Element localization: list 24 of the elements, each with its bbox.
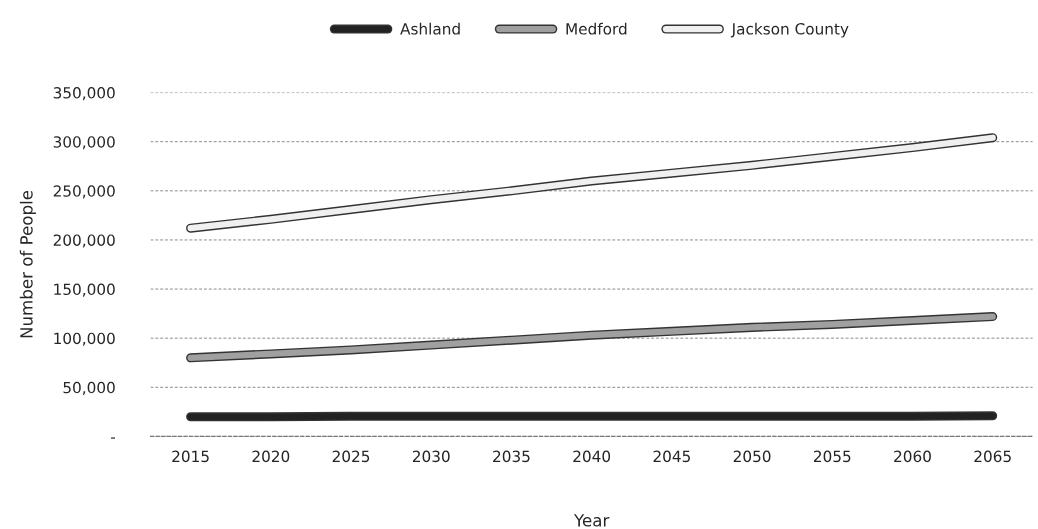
x-tick-label: 2055 [813,450,851,463]
x-tick-label: 2030 [412,450,450,463]
y-axis-title: Number of People [19,190,36,338]
y-tick-label: 250,000 [53,185,115,199]
x-tick-label: 2020 [252,450,290,463]
x-tick-label: 2025 [332,450,370,463]
x-tick-label: 2050 [733,450,771,463]
y-tick-label: 150,000 [54,283,115,297]
y-tick-label: 350,000 [53,87,115,101]
legend-label: Ashland [400,22,460,35]
x-tick-label: 2045 [653,450,690,463]
x-tick-label: 2015 [172,450,209,463]
x-axis-title: Year [573,514,610,527]
y-tick-label: 100,000 [54,332,115,346]
legend-label: Jackson County [730,22,849,38]
x-tick-label: 2060 [894,450,931,463]
legend-label: Medford [566,22,627,35]
x-tick-label: 2035 [493,450,530,463]
y-tick-label: 300,000 [53,136,115,150]
x-tick-label: 2065 [974,450,1011,463]
x-tick-label: 2040 [573,450,611,463]
y-tick-label: 50,000 [63,381,115,395]
y-tick-label: 200,000 [53,234,115,248]
y-tick-label: - [111,437,116,439]
